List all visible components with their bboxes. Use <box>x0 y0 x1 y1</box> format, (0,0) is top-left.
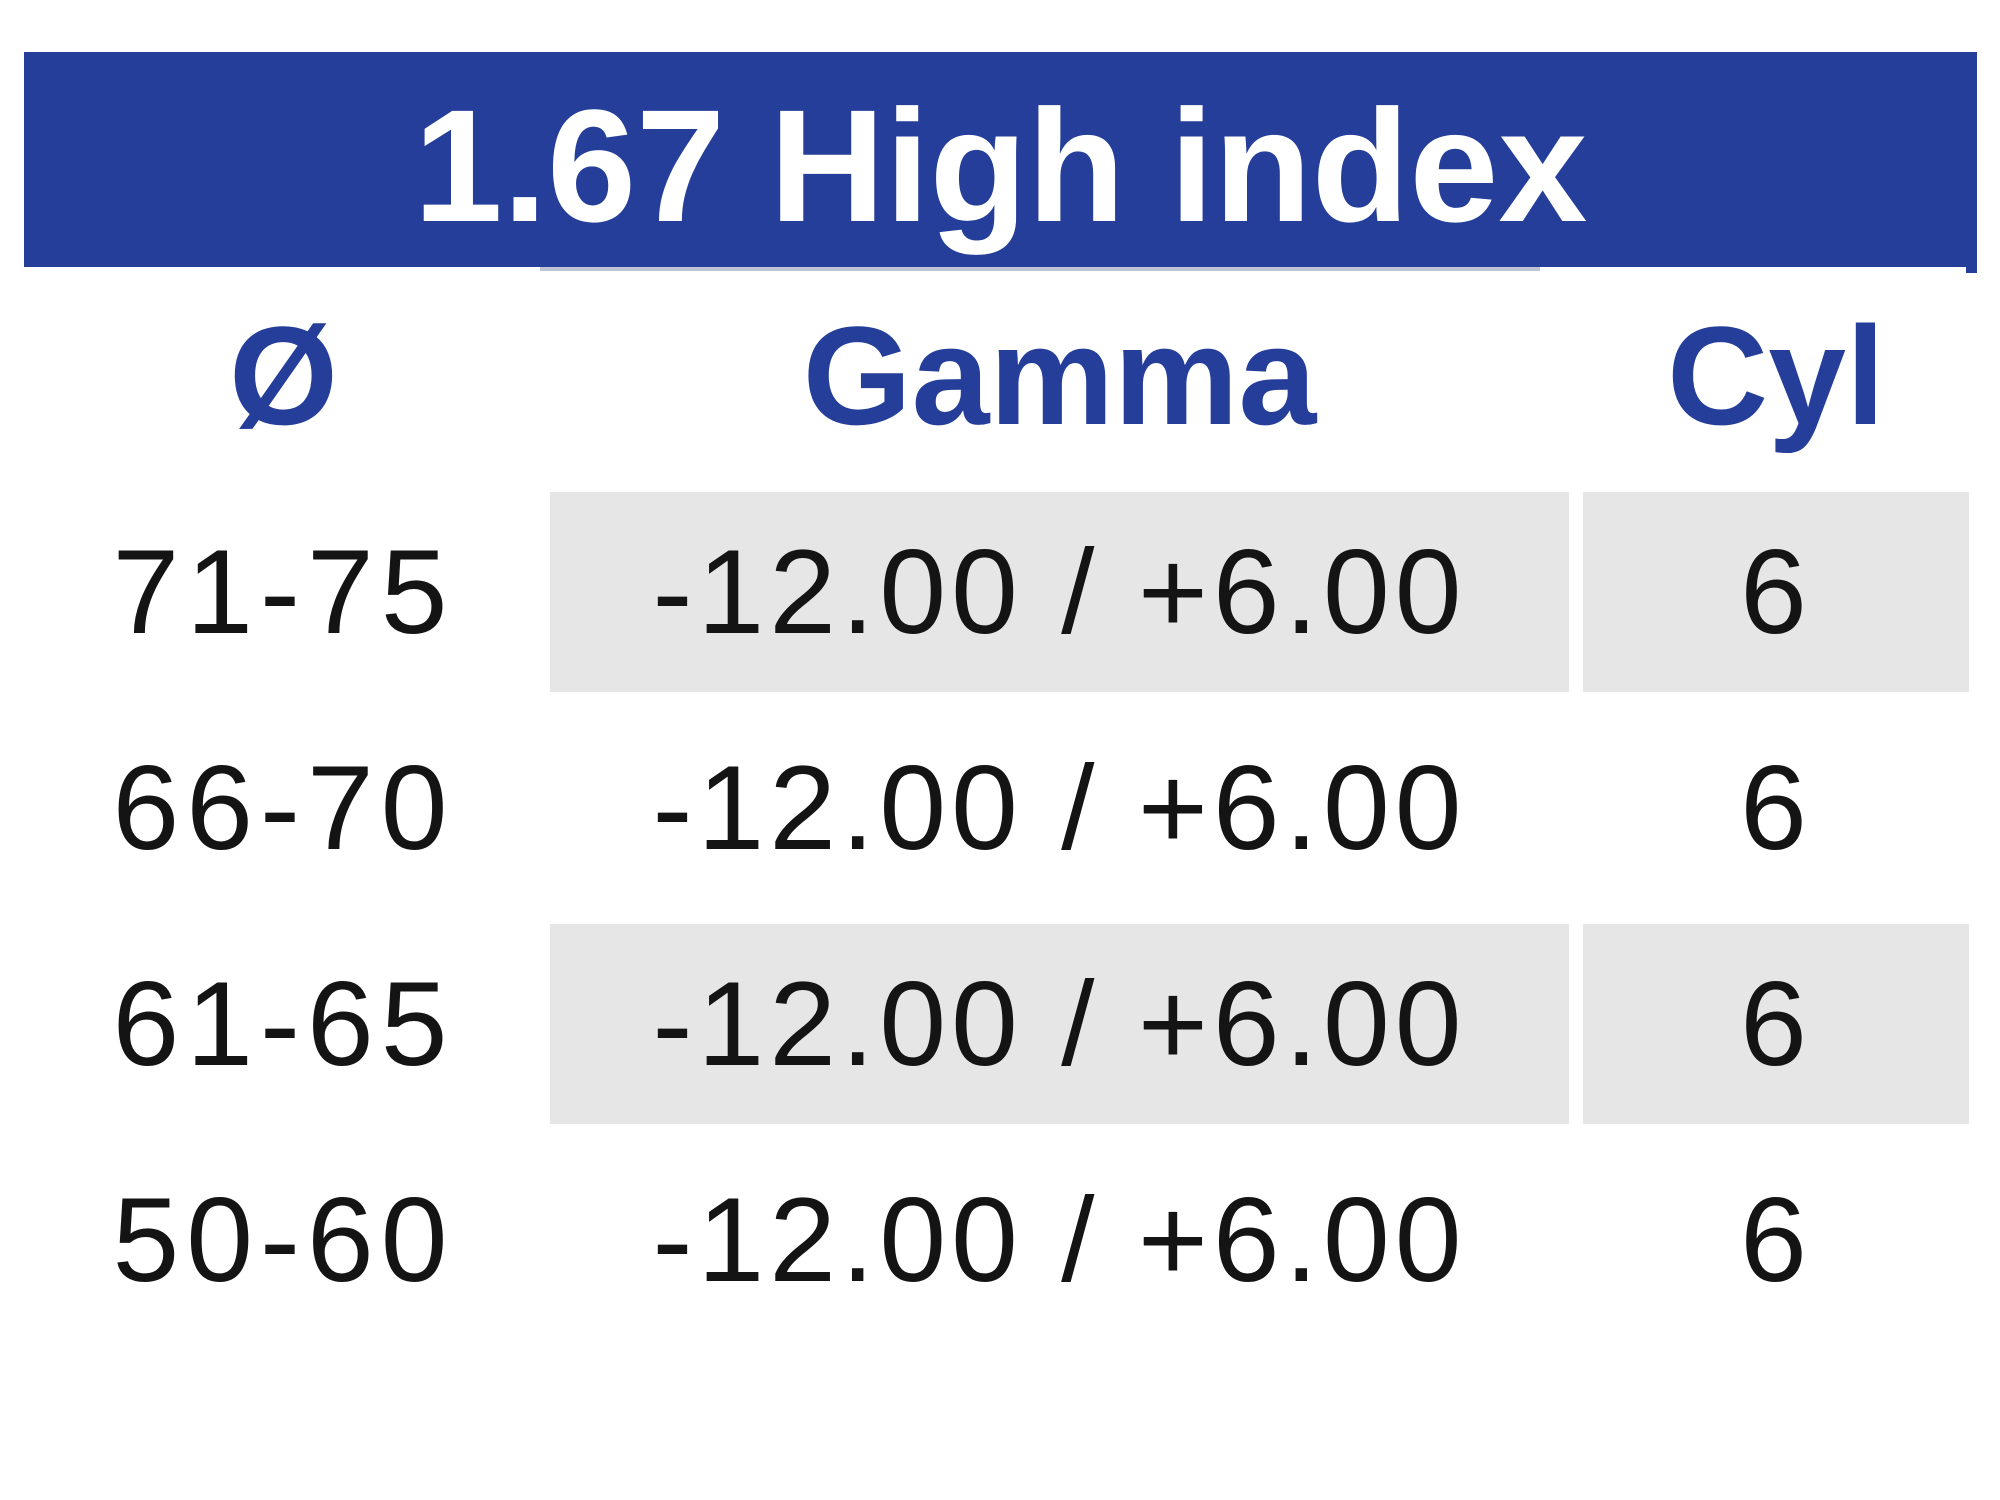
table-row: 50-60 -12.00 / +6.00 6 <box>0 1132 2000 1348</box>
title-bar-corner-step <box>1966 267 1977 273</box>
table-row: 71-75 -12.00 / +6.00 6 <box>0 484 2000 700</box>
table-title: 1.67 High index <box>413 75 1588 255</box>
cell-diameter: 61-65 <box>112 957 455 1091</box>
table-body: 71-75 -12.00 / +6.00 6 66-70 -12.00 / +6… <box>0 484 2000 1348</box>
cell-gamma: -12.00 / +6.00 <box>550 492 1569 692</box>
column-header-gamma: Gamma <box>802 297 1317 454</box>
cell-cyl: 6 <box>1583 924 1969 1124</box>
cell-gamma: -12.00 / +6.00 <box>550 924 1569 1124</box>
cell-gamma: -12.00 / +6.00 <box>652 1173 1467 1307</box>
cell-cyl: 6 <box>1740 1173 1812 1307</box>
column-header-diameter: Ø <box>229 297 338 454</box>
cell-diameter: 71-75 <box>112 525 455 659</box>
column-header-row: Ø Gamma Cyl <box>0 267 2000 484</box>
table-title-bar: 1.67 High index <box>24 52 1977 267</box>
cell-diameter: 66-70 <box>112 741 455 875</box>
table-row: 66-70 -12.00 / +6.00 6 <box>0 700 2000 916</box>
table-row: 61-65 -12.00 / +6.00 6 <box>0 916 2000 1132</box>
cell-cyl: 6 <box>1583 492 1969 692</box>
cell-diameter: 50-60 <box>112 1173 455 1307</box>
column-header-cyl: Cyl <box>1667 297 1885 454</box>
cell-gamma: -12.00 / +6.00 <box>652 741 1467 875</box>
title-bar-shadow <box>540 267 1540 271</box>
cell-cyl: 6 <box>1740 741 1812 875</box>
